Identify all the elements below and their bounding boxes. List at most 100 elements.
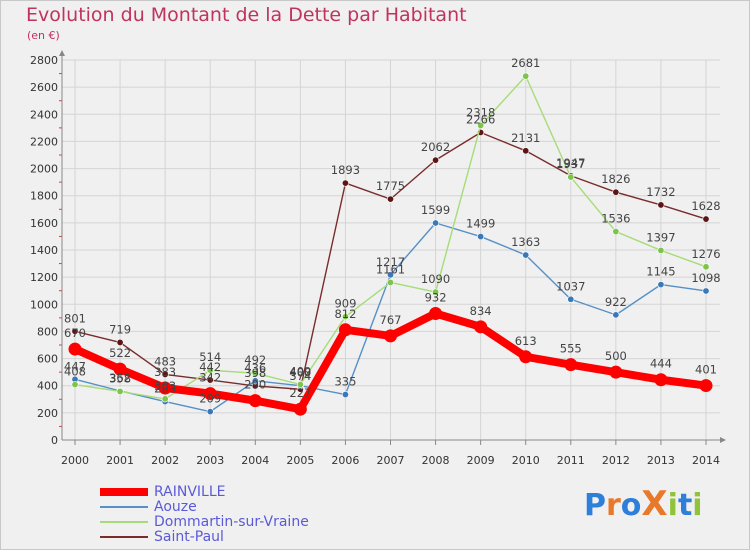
- data-label-saint-paul: 1732: [646, 185, 675, 199]
- data-point-rainville: [338, 323, 352, 337]
- data-point-dommartin-sur-vraine: [567, 173, 575, 181]
- data-label-rainville: 613: [515, 334, 537, 348]
- x-axis-arrow: [720, 437, 726, 443]
- data-label-aouze: 1037: [556, 279, 585, 293]
- data-point-aouze: [657, 281, 665, 289]
- data-label-saint-paul: 2062: [421, 140, 450, 154]
- data-point-saint-paul: [657, 201, 665, 209]
- data-point-saint-paul: [161, 370, 169, 378]
- data-point-aouze: [612, 311, 620, 319]
- data-point-aouze: [206, 408, 214, 416]
- data-point-dommartin-sur-vraine: [71, 381, 79, 389]
- data-label-saint-paul: 801: [64, 311, 86, 325]
- logo-letter: o: [620, 488, 642, 523]
- series-rainville: [68, 307, 713, 416]
- data-label-dommartin-sur-vraine: 909: [334, 297, 356, 311]
- proxiti-logo: ProXiti: [584, 484, 703, 524]
- data-point-aouze: [522, 251, 530, 259]
- data-point-saint-paul: [116, 338, 124, 346]
- data-point-dommartin-sur-vraine: [116, 387, 124, 395]
- data-point-saint-paul: [522, 147, 530, 155]
- logo-letter: r: [606, 488, 621, 523]
- data-point-rainville: [248, 394, 262, 408]
- data-label-rainville: 401: [695, 363, 717, 377]
- data-label-rainville: 670: [64, 326, 86, 340]
- data-label-saint-paul: 483: [154, 354, 176, 368]
- data-label-aouze: 335: [334, 375, 356, 389]
- y-tick-label: 800: [37, 325, 58, 338]
- data-label-dommartin-sur-vraine: 2681: [511, 56, 540, 70]
- series-dommartin-sur-vraine: [71, 72, 710, 403]
- data-label-aouze: 922: [605, 295, 627, 309]
- y-tick-label: 1600: [30, 217, 58, 230]
- data-label-saint-paul: 1947: [556, 156, 585, 170]
- data-label-rainville: 500: [605, 349, 627, 363]
- legend-label: RAINVILLE: [154, 484, 226, 500]
- data-point-saint-paul: [71, 327, 79, 335]
- data-point-saint-paul: [341, 179, 349, 187]
- data-label-aouze: 1098: [691, 271, 720, 285]
- y-tick-label: 2800: [30, 54, 58, 67]
- y-axis-arrow: [59, 50, 65, 56]
- data-label-dommartin-sur-vraine: 1397: [646, 230, 675, 244]
- data-label-dommartin-sur-vraine: 1161: [376, 262, 405, 276]
- data-point-dommartin-sur-vraine: [702, 263, 710, 271]
- legend-label: Saint-Paul: [154, 529, 224, 545]
- x-tick-label: 2013: [647, 454, 675, 467]
- data-label-dommartin-sur-vraine: 358: [109, 371, 131, 385]
- data-label-saint-paul: 2131: [511, 131, 540, 145]
- data-label-rainville: 812: [334, 307, 356, 321]
- data-point-dommartin-sur-vraine: [161, 395, 169, 403]
- data-labels: 801 719 483 442 398 374 1893 1775 2062 2266 2131 19…: [64, 56, 721, 405]
- x-tick-label: 2007: [377, 454, 405, 467]
- data-label-saint-paul: 1893: [331, 163, 360, 177]
- data-label-rainville: 342: [199, 371, 221, 385]
- chart-unit-label: (en €): [27, 29, 60, 42]
- data-point-aouze: [386, 271, 394, 279]
- data-label-rainville: 555: [560, 342, 582, 356]
- grid: [62, 59, 720, 441]
- x-tick-label: 2010: [512, 454, 540, 467]
- data-label-dommartin-sur-vraine: 492: [244, 353, 266, 367]
- data-label-rainville: 290: [244, 378, 266, 392]
- legend-label: Aouze: [154, 499, 197, 515]
- data-point-aouze: [477, 233, 485, 241]
- data-point-rainville: [519, 350, 533, 364]
- data-label-aouze: 400: [289, 366, 311, 380]
- data-point-rainville: [699, 379, 713, 393]
- data-point-rainville: [203, 387, 217, 401]
- y-tick-label: 1800: [30, 190, 58, 203]
- data-point-rainville: [609, 365, 623, 379]
- data-point-saint-paul: [702, 215, 710, 223]
- data-point-aouze: [702, 287, 710, 295]
- data-point-saint-paul: [432, 156, 440, 164]
- data-point-rainville: [564, 358, 578, 372]
- data-point-rainville: [654, 373, 668, 387]
- data-point-dommartin-sur-vraine: [612, 228, 620, 236]
- data-label-saint-paul: 398: [244, 366, 266, 380]
- logo-letter: X: [641, 484, 668, 524]
- data-point-rainville: [429, 307, 443, 321]
- y-tick-label: 1200: [30, 271, 58, 284]
- axes: 0 200 400 600 800 1000 1200 1400 1600 1800 2000 220…: [30, 50, 726, 467]
- data-point-dommartin-sur-vraine: [296, 380, 304, 388]
- data-label-aouze: 283: [154, 382, 176, 396]
- data-label-rainville: 767: [380, 313, 402, 327]
- data-point-dommartin-sur-vraine: [657, 246, 665, 254]
- x-tick-label: 2009: [467, 454, 495, 467]
- x-tick-label: 2006: [331, 454, 359, 467]
- data-label-saint-paul: 1826: [601, 172, 630, 186]
- legend-swatch: [100, 536, 148, 538]
- data-label-rainville: 834: [470, 304, 492, 318]
- data-point-rainville: [384, 329, 397, 343]
- y-tick-label: 2000: [30, 163, 58, 176]
- data-label-saint-paul: 1775: [376, 179, 405, 193]
- y-tick-label: 2600: [30, 81, 58, 94]
- y-tick-label: 400: [37, 380, 58, 393]
- y-tick-label: 1000: [30, 298, 58, 311]
- y-tick-label: 2200: [30, 135, 58, 148]
- data-label-dommartin-sur-vraine: 303: [154, 379, 176, 393]
- series-layer: [68, 72, 713, 416]
- data-label-saint-paul: 2266: [466, 112, 495, 126]
